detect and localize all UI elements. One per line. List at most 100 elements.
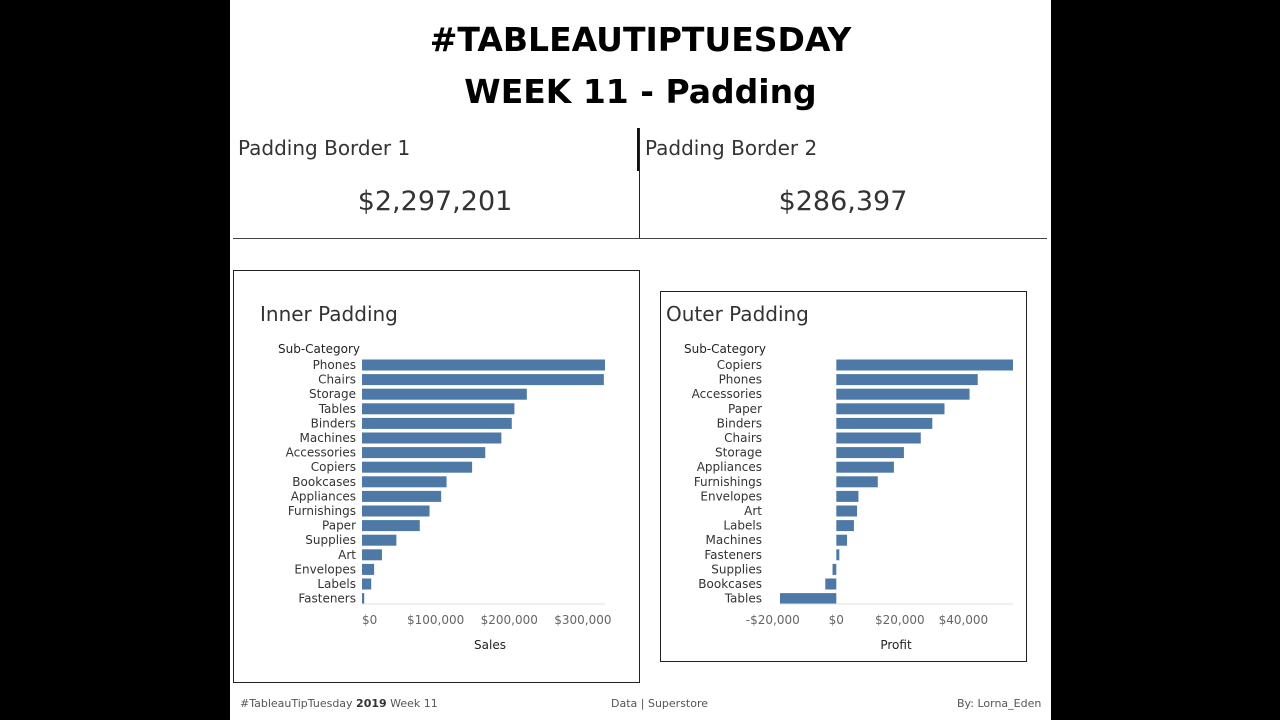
bar: [362, 461, 473, 473]
footer-left: #TableauTipTuesday 2019 Week 11: [240, 697, 438, 710]
bar: [362, 476, 447, 488]
bar: [836, 374, 978, 386]
bar: [362, 520, 420, 532]
footer-right: By: Lorna_Eden: [957, 697, 1042, 710]
tick-label: $0: [829, 613, 844, 627]
category-label: Chairs: [724, 431, 762, 445]
footer-left-suffix: Week 11: [386, 697, 438, 710]
bar: [362, 417, 512, 429]
category-label: Storage: [309, 387, 356, 401]
category-label: Phones: [313, 358, 356, 372]
bar: [836, 417, 933, 429]
bar: [836, 520, 854, 532]
category-label: Paper: [322, 519, 356, 533]
category-label: Accessories: [286, 446, 356, 460]
bar: [362, 388, 527, 400]
category-label: Art: [744, 504, 762, 518]
bar: [836, 359, 1013, 371]
category-label: Furnishings: [288, 504, 356, 518]
bar: [362, 549, 382, 561]
chart-title: Outer Padding: [666, 302, 809, 326]
tick-label: $0: [362, 613, 377, 627]
category-label: Accessories: [692, 387, 762, 401]
tick-label: $40,000: [939, 613, 989, 627]
category-label: Art: [338, 548, 356, 562]
category-label: Phones: [719, 373, 762, 387]
bar: [836, 403, 945, 415]
tick-label: -$20,000: [746, 613, 800, 627]
category-header: Sub-Category: [278, 342, 360, 356]
category-label: Supplies: [711, 562, 762, 576]
category-label: Tables: [724, 592, 762, 606]
category-label: Envelopes: [700, 489, 762, 503]
category-label: Binders: [311, 416, 356, 430]
outer-padding-chart: Outer Padding Sub-Category CopiersPhonesAc…: [666, 302, 1013, 652]
x-axis-label: Profit: [880, 638, 912, 652]
category-label: Binders: [717, 416, 762, 430]
bar: [780, 593, 837, 605]
bar: [836, 549, 840, 561]
bar: [362, 505, 430, 517]
category-label: Supplies: [305, 533, 356, 547]
category-label: Fasteners: [298, 592, 356, 606]
category-label: Machines: [706, 533, 762, 547]
kpi-label-1: Padding Border 1: [238, 136, 411, 160]
bar: [362, 490, 442, 502]
kpi-label-2: Padding Border 2: [645, 136, 818, 160]
bar: [362, 563, 375, 575]
tick-label: $300,000: [554, 613, 611, 627]
bar: [362, 447, 486, 459]
tick-label: $200,000: [481, 613, 538, 627]
category-header: Sub-Category: [684, 342, 766, 356]
category-label: Tables: [318, 402, 356, 416]
footer-left-year: 2019: [356, 697, 387, 710]
bar: [836, 505, 858, 517]
outer-padding-chart-box: Outer Padding Sub-Category Copiers Phones Ac…: [660, 291, 1027, 662]
category-label: Copiers: [311, 460, 356, 474]
x-axis-label: Sales: [474, 638, 506, 652]
chart-title: Inner Padding: [260, 302, 398, 326]
bar: [825, 578, 837, 590]
category-label: Labels: [723, 519, 762, 533]
footer-center: Data | Superstore: [611, 697, 709, 710]
dashboard-title: #TABLEAUTIPTUESDAY: [429, 20, 852, 59]
kpi-divider-thick: [637, 128, 639, 171]
tick-label: $100,000: [407, 613, 464, 627]
bar: [362, 374, 604, 386]
inner-padding-chart: Inner Padding Sub-Category PhonesChairsSto…: [260, 302, 612, 652]
category-label: Chairs: [318, 373, 356, 387]
category-label: Bookcases: [292, 475, 356, 489]
bar: [836, 388, 970, 400]
bar: [362, 534, 397, 546]
bar: [836, 490, 859, 502]
category-label: Appliances: [291, 489, 356, 503]
footer-left-prefix: #TableauTipTuesday: [240, 697, 357, 710]
category-label: Envelopes: [294, 562, 356, 576]
category-label: Fasteners: [704, 548, 762, 562]
dashboard-subtitle: WEEK 11 - Padding: [464, 72, 817, 111]
dashboard: #TABLEAUTIPTUESDAY WEEK 11 - Padding Pad…: [230, 0, 1051, 720]
category-label: Copiers: [717, 358, 762, 372]
bar: [832, 563, 837, 575]
inner-padding-chart-box: Inner Padding Sub-Category Phones Chairs Sto…: [233, 270, 640, 683]
bar: [836, 476, 878, 488]
kpi-bottom-divider: [233, 238, 1047, 239]
category-label: Paper: [728, 402, 762, 416]
bar: [836, 534, 848, 546]
tick-label: $20,000: [875, 613, 925, 627]
bar: [362, 432, 502, 444]
bar: [362, 359, 606, 371]
category-label: Labels: [317, 577, 356, 591]
kpi-value-2: $286,397: [778, 186, 908, 217]
bar: [362, 578, 372, 590]
category-label: Furnishings: [694, 475, 762, 489]
bar: [362, 403, 515, 415]
bar: [836, 432, 921, 444]
category-label: Storage: [715, 446, 762, 460]
bar: [836, 461, 894, 473]
bar: [362, 593, 365, 605]
category-label: Bookcases: [698, 577, 762, 591]
category-label: Machines: [300, 431, 356, 445]
kpi-divider: [639, 128, 640, 239]
category-label: Appliances: [697, 460, 762, 474]
